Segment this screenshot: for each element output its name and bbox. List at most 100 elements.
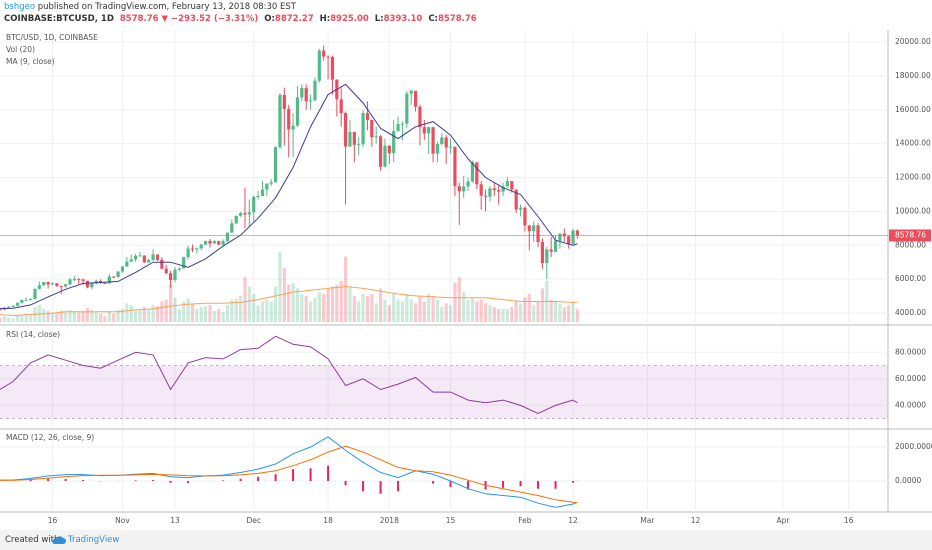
candle-body bbox=[234, 215, 238, 224]
volume-bar bbox=[177, 308, 181, 322]
volume-bar bbox=[252, 294, 256, 322]
candle-body bbox=[103, 282, 107, 284]
panel-title: MACD (12, 26, close, 9) bbox=[6, 433, 94, 442]
x-tick-label: 16 bbox=[844, 516, 854, 525]
volume-bar bbox=[85, 308, 90, 322]
candle-body bbox=[278, 95, 282, 148]
volume-bar bbox=[59, 310, 63, 322]
candle-body bbox=[151, 254, 155, 261]
volume-bar bbox=[217, 308, 221, 322]
volume-bar bbox=[435, 299, 440, 322]
y-tick-label: 12000.00 bbox=[895, 173, 931, 182]
candle-body bbox=[300, 88, 304, 98]
volume-bar bbox=[457, 277, 461, 322]
histogram-bar bbox=[239, 478, 242, 482]
y-tick-label: 18000.00 bbox=[895, 71, 931, 80]
volume-bar bbox=[370, 294, 374, 322]
volume-bar bbox=[510, 307, 514, 322]
volume-bar bbox=[295, 288, 300, 322]
candle-body bbox=[540, 241, 545, 264]
created-with: Created with bbox=[5, 535, 60, 545]
candle-body bbox=[492, 188, 496, 191]
volume-bar bbox=[492, 307, 496, 322]
candle-body bbox=[169, 273, 173, 280]
volume-bar bbox=[483, 303, 488, 322]
candle-body bbox=[273, 147, 278, 183]
brand: TradingView bbox=[68, 535, 120, 545]
candle-body bbox=[265, 183, 269, 190]
candle-body bbox=[383, 145, 387, 167]
volume-bar bbox=[352, 295, 356, 322]
panel bbox=[0, 335, 888, 420]
volume-bar bbox=[575, 308, 580, 322]
candle-body bbox=[505, 181, 510, 187]
volume-bar bbox=[374, 303, 378, 322]
volume-bar bbox=[46, 310, 50, 322]
histogram-bar bbox=[29, 480, 32, 482]
candle-body bbox=[475, 162, 479, 185]
panel bbox=[0, 436, 579, 508]
volume-bar bbox=[256, 305, 260, 322]
candle-body bbox=[0, 309, 2, 311]
volume-bar bbox=[313, 297, 317, 322]
volume-bar bbox=[400, 301, 405, 322]
volume-bar bbox=[15, 315, 20, 322]
volume-bar bbox=[479, 299, 483, 322]
candle-body bbox=[453, 146, 457, 187]
volume-bar bbox=[462, 292, 466, 322]
candle-body bbox=[203, 241, 208, 245]
volume-bar bbox=[330, 286, 335, 322]
y-tick-label: 20000.00 bbox=[895, 37, 931, 46]
histogram-bar bbox=[64, 478, 67, 482]
histogram-bar bbox=[502, 481, 505, 488]
candle-body bbox=[553, 240, 558, 252]
volume-bar bbox=[0, 317, 2, 322]
candle-body bbox=[59, 285, 63, 287]
candle-body bbox=[81, 279, 85, 281]
candle-body bbox=[374, 136, 378, 138]
volume-bar bbox=[125, 303, 129, 322]
candle-body bbox=[182, 256, 186, 269]
volume-bar bbox=[339, 280, 343, 322]
x-tick-label: Nov bbox=[115, 516, 130, 525]
histogram-bar bbox=[362, 481, 365, 492]
histogram-bar bbox=[309, 468, 312, 482]
volume-bar bbox=[103, 316, 107, 322]
volume-bar bbox=[326, 289, 330, 322]
candle-body bbox=[256, 195, 260, 197]
y-tick-label: 14000.00 bbox=[895, 139, 931, 148]
candle-body bbox=[448, 146, 453, 148]
candle-body bbox=[295, 97, 300, 126]
change: ▼ −293.52 (−3.31%) bbox=[161, 14, 259, 24]
candle-body bbox=[313, 80, 317, 101]
volume-bar bbox=[169, 284, 173, 322]
volume-bar bbox=[497, 308, 501, 322]
volume-bar bbox=[72, 310, 76, 322]
candle-body bbox=[55, 283, 59, 286]
volume-bar bbox=[558, 303, 562, 322]
volume-bar bbox=[571, 301, 575, 322]
volume-bar bbox=[475, 301, 479, 322]
x-tick-label: Dec bbox=[246, 516, 261, 525]
last-price-label: 8578.76 bbox=[895, 230, 926, 239]
quote-line: COINBASE:BTCUSD, 1D 8578.76 ▼ −293.52 (−… bbox=[4, 14, 477, 24]
y-tick-label: 6000.00 bbox=[895, 274, 926, 283]
candle-body bbox=[571, 230, 575, 245]
volume-bar bbox=[287, 284, 291, 322]
volume-bar bbox=[77, 312, 81, 322]
candle-body bbox=[558, 233, 562, 241]
volume-bar bbox=[387, 305, 391, 322]
candle-body bbox=[160, 259, 164, 269]
volume-bar bbox=[203, 306, 208, 322]
volume-bar bbox=[413, 303, 418, 322]
volume-bar bbox=[7, 317, 11, 322]
candle-body bbox=[400, 123, 405, 125]
candle-body bbox=[247, 212, 251, 215]
volume-bar bbox=[444, 303, 448, 322]
volume-bar bbox=[282, 267, 286, 322]
volume-bar bbox=[11, 318, 15, 322]
ohlc-value: 8578.76 bbox=[437, 14, 477, 24]
candle-body bbox=[387, 145, 391, 154]
volume-bar bbox=[536, 301, 540, 322]
candle-body bbox=[514, 189, 518, 210]
